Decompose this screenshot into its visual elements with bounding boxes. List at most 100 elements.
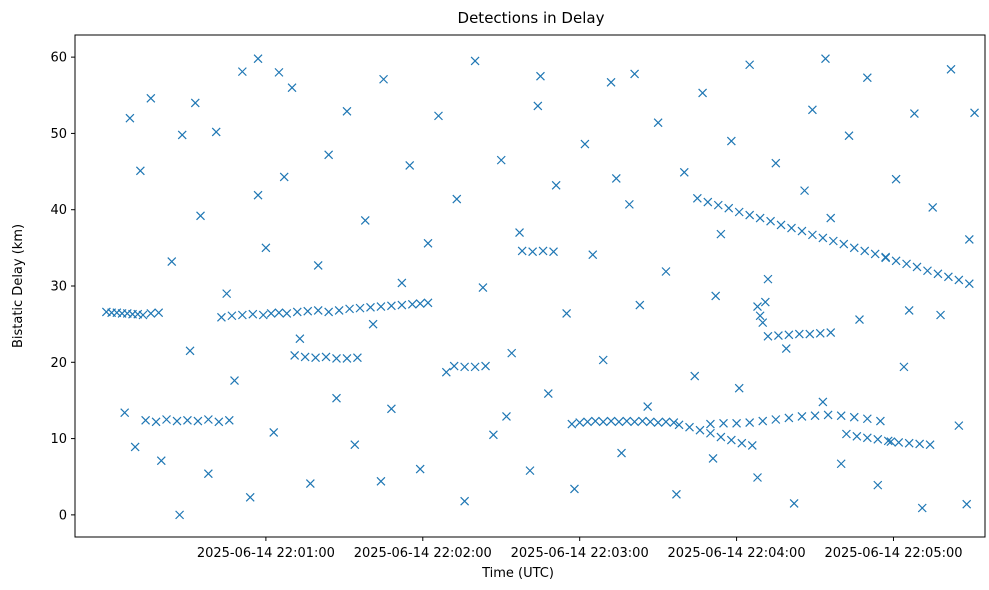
data-point-marker [517, 246, 527, 256]
data-point-marker [849, 412, 859, 422]
data-point-marker [734, 207, 744, 217]
data-point-marker [575, 418, 585, 427]
data-point-marker [295, 334, 305, 344]
data-point-marker [549, 247, 558, 257]
chart-title: Detections in Delay [458, 9, 605, 27]
data-point-marker [125, 113, 135, 123]
data-point-marker [135, 166, 145, 176]
data-point-marker [881, 252, 891, 262]
data-point-marker [185, 346, 195, 356]
data-point-marker [237, 310, 247, 320]
data-point-marker [719, 418, 728, 428]
data-point-marker [836, 411, 846, 421]
data-point-marker [211, 127, 221, 137]
data-point-marker [954, 421, 964, 431]
data-point-marker [525, 466, 535, 476]
y-tick-label: 40 [50, 203, 67, 218]
data-point-marker [376, 476, 386, 486]
data-point-marker [826, 213, 836, 223]
data-point-marker [496, 155, 506, 165]
data-point-marker [726, 136, 736, 146]
data-point-marker [638, 416, 647, 426]
data-point-marker [891, 174, 901, 184]
data-point-marker [818, 397, 828, 407]
data-point-marker [214, 417, 224, 427]
data-point-marker [423, 298, 433, 308]
data-point-marker [692, 193, 702, 203]
data-point-marker [933, 269, 943, 279]
data-point-marker [551, 180, 561, 190]
data-point-marker [570, 484, 579, 494]
data-point-marker [321, 352, 331, 362]
data-point-marker [936, 310, 945, 320]
data-point-marker [175, 510, 185, 520]
data-point-marker [562, 309, 572, 318]
x-tick-label: 2025-06-14 22:05:00 [824, 546, 962, 561]
data-point-marker [167, 257, 177, 267]
data-point-marker [183, 415, 192, 425]
data-point-marker [196, 211, 205, 221]
y-tick-label: 20 [50, 356, 67, 371]
data-point-marker [156, 456, 166, 466]
data-point-marker [538, 246, 548, 256]
data-point-marker [423, 238, 433, 248]
y-tick-label: 30 [50, 280, 67, 295]
data-point-marker [763, 274, 773, 284]
data-point-marker [606, 77, 616, 87]
data-point-marker [470, 56, 480, 66]
data-point-marker [598, 355, 608, 365]
data-point-marker [415, 299, 425, 308]
x-axis-label: Time (UTC) [481, 566, 554, 581]
data-point-marker [154, 308, 164, 318]
data-point-marker [755, 311, 765, 321]
data-point-marker [943, 272, 953, 282]
data-point-marker [946, 64, 956, 74]
data-point-marker [909, 109, 919, 119]
data-point-marker [470, 362, 480, 372]
data-point-marker [162, 415, 171, 424]
data-point-marker [698, 88, 708, 98]
data-point-marker [883, 436, 893, 446]
data-point-marker [203, 469, 213, 479]
data-point-marker [386, 301, 396, 311]
data-point-marker [964, 235, 974, 244]
data-point-marker [533, 101, 543, 111]
data-point-marker [481, 361, 490, 371]
data-point-marker [141, 415, 151, 425]
data-point-marker [313, 260, 323, 270]
data-point-marker [643, 402, 653, 411]
data-point-marker [818, 233, 828, 243]
data-point-marker [823, 410, 833, 420]
data-point-marker [862, 414, 872, 424]
data-point-marker [488, 430, 498, 440]
data-point-marker [120, 408, 130, 418]
data-point-marker [237, 67, 247, 77]
data-point-marker [376, 302, 386, 312]
data-point-marker [588, 250, 598, 260]
data-point-marker [745, 418, 755, 427]
data-point-marker [674, 420, 684, 430]
data-point-marker [313, 305, 323, 315]
data-point-marker [253, 190, 263, 200]
data-point-marker [292, 307, 302, 317]
data-point-marker [222, 289, 232, 299]
data-point-marker [515, 228, 524, 238]
data-point-marker [580, 139, 590, 149]
data-point-marker [386, 404, 396, 414]
data-point-marker [755, 213, 765, 223]
data-point-marker [543, 389, 553, 398]
data-point-marker [870, 249, 880, 259]
data-point-marker [747, 441, 757, 450]
data-point-marker [630, 417, 640, 427]
data-point-marker [732, 418, 742, 428]
data-point-marker [661, 267, 671, 276]
data-point-marker [635, 300, 645, 310]
data-point-marker [368, 319, 378, 329]
data-point-marker [873, 480, 883, 490]
data-point-marker [172, 416, 182, 426]
data-point-marker [598, 417, 608, 427]
data-point-marker [771, 415, 781, 424]
data-point-marker [622, 416, 632, 426]
